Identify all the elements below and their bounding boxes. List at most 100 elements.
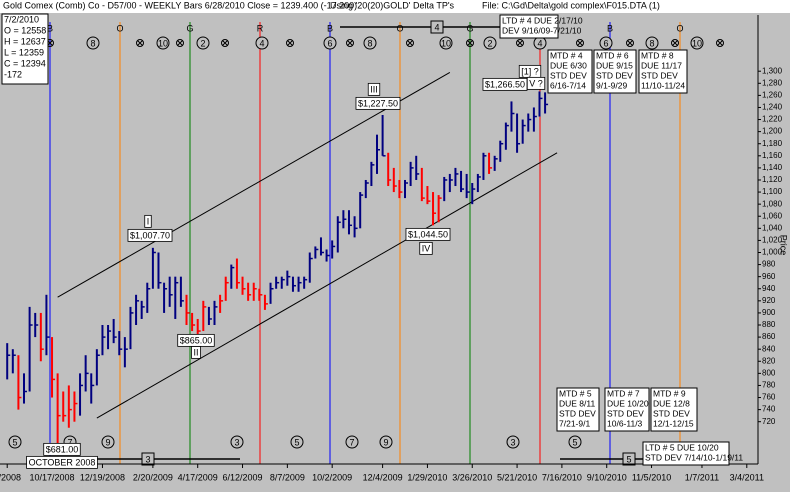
bottom-count: 3 bbox=[510, 437, 515, 447]
y-tick-label: 1,220 bbox=[762, 115, 783, 124]
count-circle bbox=[255, 36, 269, 50]
info-line: O = 12558 bbox=[4, 25, 46, 35]
x-tick-label: 8/7/2009 bbox=[270, 472, 305, 482]
count-circle bbox=[323, 36, 337, 50]
y-tick-label: 720 bbox=[762, 417, 776, 426]
annotation: II bbox=[193, 347, 198, 357]
cross-marker bbox=[286, 39, 294, 47]
cycle-label: O bbox=[116, 23, 123, 33]
cycle-label: B bbox=[327, 23, 333, 33]
y-tick-label: 1,000 bbox=[762, 248, 783, 257]
cross-marker bbox=[717, 40, 723, 46]
cycle-box bbox=[556, 387, 600, 432]
cross-marker bbox=[176, 39, 184, 47]
y-tick-label: 1,060 bbox=[762, 211, 783, 220]
y-tick-label: 1,140 bbox=[762, 163, 783, 172]
cycle-box-line: MTD # 5 bbox=[559, 388, 592, 398]
count-circle bbox=[230, 435, 244, 449]
x-tick-label: 10/2/2009 bbox=[312, 472, 352, 482]
y-axis-label: Price bbox=[779, 235, 789, 256]
cross-marker bbox=[576, 39, 584, 47]
count-circle bbox=[363, 36, 377, 50]
info-box bbox=[1, 13, 49, 85]
bottom-count: 3 bbox=[234, 437, 239, 447]
x-tick-label: 12/19/2008 bbox=[80, 472, 125, 482]
count-circle bbox=[645, 36, 659, 50]
info-line: C = 12394 bbox=[4, 58, 46, 68]
y-tick-label: 1,180 bbox=[762, 139, 783, 148]
cycle-box bbox=[604, 387, 650, 432]
annotation: $1,227.50 bbox=[358, 98, 398, 108]
y-tick-label: 960 bbox=[762, 272, 776, 281]
cycle-box bbox=[638, 49, 688, 94]
cycle-box-line: MTD # 6 bbox=[596, 50, 629, 60]
count-circle bbox=[439, 36, 453, 50]
cycle-box-line: STD DEV 7/14/10-1/19/11 bbox=[645, 452, 743, 462]
x-tick-label: 5/21/2010 bbox=[497, 472, 537, 482]
cross-marker bbox=[517, 40, 523, 46]
y-tick-label: 1,260 bbox=[762, 90, 783, 99]
cycle-label: G bbox=[466, 23, 473, 33]
cross-marker bbox=[671, 39, 679, 47]
y-tick-label: 900 bbox=[762, 308, 776, 317]
count-circle bbox=[8, 435, 22, 449]
bottom-count: 9 bbox=[383, 437, 388, 447]
annotation: [1] ? bbox=[521, 66, 539, 76]
bottom-count: 5 bbox=[294, 437, 299, 447]
top-count: 8 bbox=[367, 38, 372, 48]
cycle-box-line: 6/16-7/14 bbox=[550, 80, 586, 90]
cycle-box-line: 11/10-11/24 bbox=[641, 80, 685, 90]
annotation: $1,266.50 bbox=[485, 79, 525, 89]
bottom-count: 7 bbox=[349, 437, 354, 447]
annotation-box bbox=[526, 76, 546, 90]
top-count: 2 bbox=[487, 38, 492, 48]
top-count: 10 bbox=[158, 38, 168, 48]
cross-marker bbox=[672, 40, 678, 46]
top-count: 4 bbox=[537, 38, 542, 48]
cross-marker bbox=[627, 40, 633, 46]
cycle-box bbox=[650, 387, 698, 432]
cycle-box-line: STD DEV bbox=[559, 408, 596, 418]
top-count: 10 bbox=[441, 38, 451, 48]
annotation-box bbox=[355, 96, 401, 110]
cycle-box-line: LTD # 5 DUE 10/20 bbox=[645, 442, 719, 452]
count-circle bbox=[568, 435, 582, 449]
cross-marker bbox=[516, 39, 524, 47]
y-tick-label: 1,240 bbox=[762, 103, 783, 112]
count-circle bbox=[379, 435, 393, 449]
cycle-box-line: STD DEV bbox=[596, 70, 633, 80]
count-circle bbox=[101, 435, 115, 449]
annotation-box bbox=[405, 227, 451, 241]
cycle-box-line: MTD # 7 bbox=[607, 388, 640, 398]
count-circle bbox=[506, 435, 520, 449]
x-tick-label: 7/16/2010 bbox=[542, 472, 582, 482]
x-tick-label: 12/4/2009 bbox=[363, 472, 403, 482]
cycle-box-line: MTD # 9 bbox=[653, 388, 686, 398]
period-count: 3 bbox=[145, 454, 150, 464]
x-tick-label: 2/20/2009 bbox=[133, 472, 173, 482]
cross-marker bbox=[577, 40, 583, 46]
y-tick-label: 1,280 bbox=[762, 78, 783, 87]
y-tick-label: 1,040 bbox=[762, 223, 783, 232]
bottom-count: 9 bbox=[105, 437, 110, 447]
bottom-count: 7 bbox=[67, 437, 72, 447]
count-circle bbox=[290, 435, 304, 449]
y-tick-label: 840 bbox=[762, 344, 776, 353]
cycle-box-line: DUE 6/30 bbox=[550, 60, 587, 70]
cycle-box-line: DUE 10/20 bbox=[607, 398, 649, 408]
header-bar bbox=[0, 0, 790, 13]
cycle-label: O bbox=[396, 23, 403, 33]
period-count: 4 bbox=[434, 22, 439, 32]
y-tick-label: 940 bbox=[762, 284, 776, 293]
x-tick-label: 8/2008 bbox=[0, 472, 21, 482]
annotation: $681.00 bbox=[46, 444, 79, 454]
annotation-box bbox=[26, 455, 98, 469]
cycle-box-line: LTD # 4 DUE 2/17/10 bbox=[502, 15, 583, 25]
annotation-box bbox=[43, 442, 81, 456]
info-line: H = 12637 bbox=[4, 36, 46, 46]
count-circle bbox=[196, 36, 210, 50]
annotation: IV bbox=[422, 243, 431, 253]
y-tick-label: 1,200 bbox=[762, 127, 783, 136]
cross-marker bbox=[347, 40, 353, 46]
